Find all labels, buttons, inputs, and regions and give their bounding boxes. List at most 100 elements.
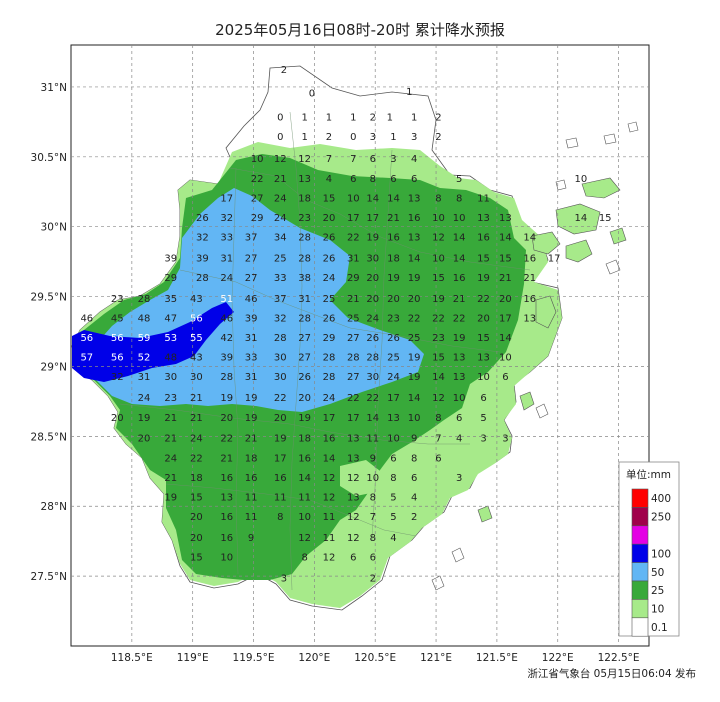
rainfall-value: 10: [574, 174, 587, 185]
rainfall-value: 19: [408, 273, 421, 284]
rainfall-value: 11: [477, 193, 490, 204]
rain-pocket-10-25: [340, 460, 384, 496]
legend-swatch: [631, 507, 649, 527]
rainfall-value: 14: [366, 193, 379, 204]
rainfall-value: 26: [387, 333, 400, 344]
rainfall-value: 43: [190, 294, 203, 305]
rainfall-value: 42: [220, 333, 233, 344]
rainfall-value: 17: [274, 453, 287, 464]
legend-box: [618, 461, 680, 637]
rainfall-value: 53: [164, 333, 177, 344]
rainfall-value: 12: [323, 473, 336, 484]
rainfall-value: 27: [347, 333, 360, 344]
rainfall-value: 16: [453, 273, 466, 284]
rainfall-value: 21: [220, 453, 233, 464]
rainfall-value: 11: [274, 492, 287, 503]
rainfall-value: 24: [164, 453, 177, 464]
rainfall-value: 46: [80, 314, 93, 325]
rainfall-value: 6: [411, 473, 417, 484]
rainfall-value: 16: [387, 232, 400, 243]
rainfall-value: 14: [432, 372, 445, 383]
rainfall-value: 1: [387, 112, 393, 123]
rainfall-value: 28: [366, 353, 379, 364]
rainfall-value: 39: [245, 314, 258, 325]
legend-swatch: [631, 617, 649, 637]
rainfall-value: 6: [435, 453, 441, 464]
rainfall-value: 19: [432, 294, 445, 305]
rainfall-value: 10: [366, 473, 379, 484]
rainfall-value: 15: [432, 353, 445, 364]
rainfall-value: 19: [164, 492, 177, 503]
rainfall-value: 28: [347, 353, 360, 364]
rainfall-value: 29: [251, 213, 264, 224]
lon-tick-label: 119°E: [177, 652, 209, 664]
rainfall-value: 0: [350, 132, 356, 143]
rainfall-value: 15: [432, 273, 445, 284]
rainfall-value: 22: [453, 314, 466, 325]
rainfall-value: 26: [323, 232, 336, 243]
rainfall-value: 29: [347, 273, 360, 284]
rainfall-value: 8: [411, 453, 417, 464]
rainfall-value: 22: [220, 434, 233, 445]
rainfall-value: 2: [435, 132, 441, 143]
rainfall-value: 11: [245, 512, 258, 523]
rainfall-value: 6: [350, 174, 356, 185]
rainfall-value: 1: [406, 87, 412, 98]
rainfall-value: 11: [366, 434, 379, 445]
rainfall-value: 20: [111, 413, 124, 424]
rainfall-value: 47: [164, 314, 177, 325]
rainfall-value: 0: [309, 89, 315, 100]
rainfall-value: 8: [370, 492, 376, 503]
rainfall-value: 28: [138, 294, 151, 305]
lon-tick-label: 122°E: [542, 652, 574, 664]
rainfall-value: 8: [301, 553, 307, 564]
lon-tick-label: 121.5°E: [476, 652, 518, 664]
rainfall-value: 34: [274, 232, 287, 243]
rainfall-value: 3: [411, 132, 417, 143]
map-area: 20 10 1 1 1 2 1 1 20 1 2 0 3 1 3 210 12 12 7 7 6 3 422 21 13 4 6 8 6…: [71, 45, 649, 646]
rainfall-value: 19: [245, 413, 258, 424]
rainfall-value: 39: [196, 253, 209, 264]
rainfall-value: 15: [499, 253, 512, 264]
rainfall-value: 56: [111, 353, 124, 364]
rainfall-value: 55: [190, 333, 203, 344]
rainfall-value: 16: [323, 434, 336, 445]
rainfall-value: 14: [453, 232, 466, 243]
rainfall-value: 13: [408, 193, 421, 204]
rainfall-value: 15: [190, 492, 203, 503]
rainfall-value: 15: [190, 553, 203, 564]
rainfall-value: 30: [274, 353, 287, 364]
rainfall-value: 16: [408, 213, 421, 224]
legend-label: 400: [651, 493, 671, 505]
rainfall-value: 29: [323, 333, 336, 344]
rainfall-value: 10: [220, 553, 233, 564]
rainfall-value: 13: [347, 453, 360, 464]
rainfall-value: 10: [408, 413, 421, 424]
rainfall-value: 5: [456, 174, 462, 185]
rainfall-value: 24: [274, 193, 287, 204]
rainfall-value: 8: [435, 193, 441, 204]
rainfall-value: 2: [370, 574, 376, 585]
rainfall-value: 10: [499, 353, 512, 364]
rainfall-value: 21: [274, 174, 287, 185]
rainfall-value: 14: [408, 393, 421, 404]
rainfall-value: 21: [164, 473, 177, 484]
rainfall-value: 8: [370, 174, 376, 185]
lon-tick-label: 121°E: [420, 652, 452, 664]
rainfall-value: 12: [347, 473, 360, 484]
rainfall-value: 2: [370, 112, 376, 123]
rainfall-value: 31: [298, 294, 311, 305]
rainfall-value: 28: [274, 333, 287, 344]
rainfall-value: 4: [326, 174, 332, 185]
map-title: 2025年05月16日08时-20时 累计降水预报: [215, 21, 505, 39]
rainfall-value: 30: [164, 372, 177, 383]
rainfall-value: 20: [499, 294, 512, 305]
rainfall-value: 17: [323, 413, 336, 424]
legend-swatch: [631, 543, 649, 563]
rainfall-value: 19: [298, 413, 311, 424]
rainfall-value: 14: [323, 453, 336, 464]
rainfall-value: 18: [245, 453, 258, 464]
rainfall-value: 23: [432, 333, 445, 344]
rainfall-value: 28: [220, 372, 233, 383]
